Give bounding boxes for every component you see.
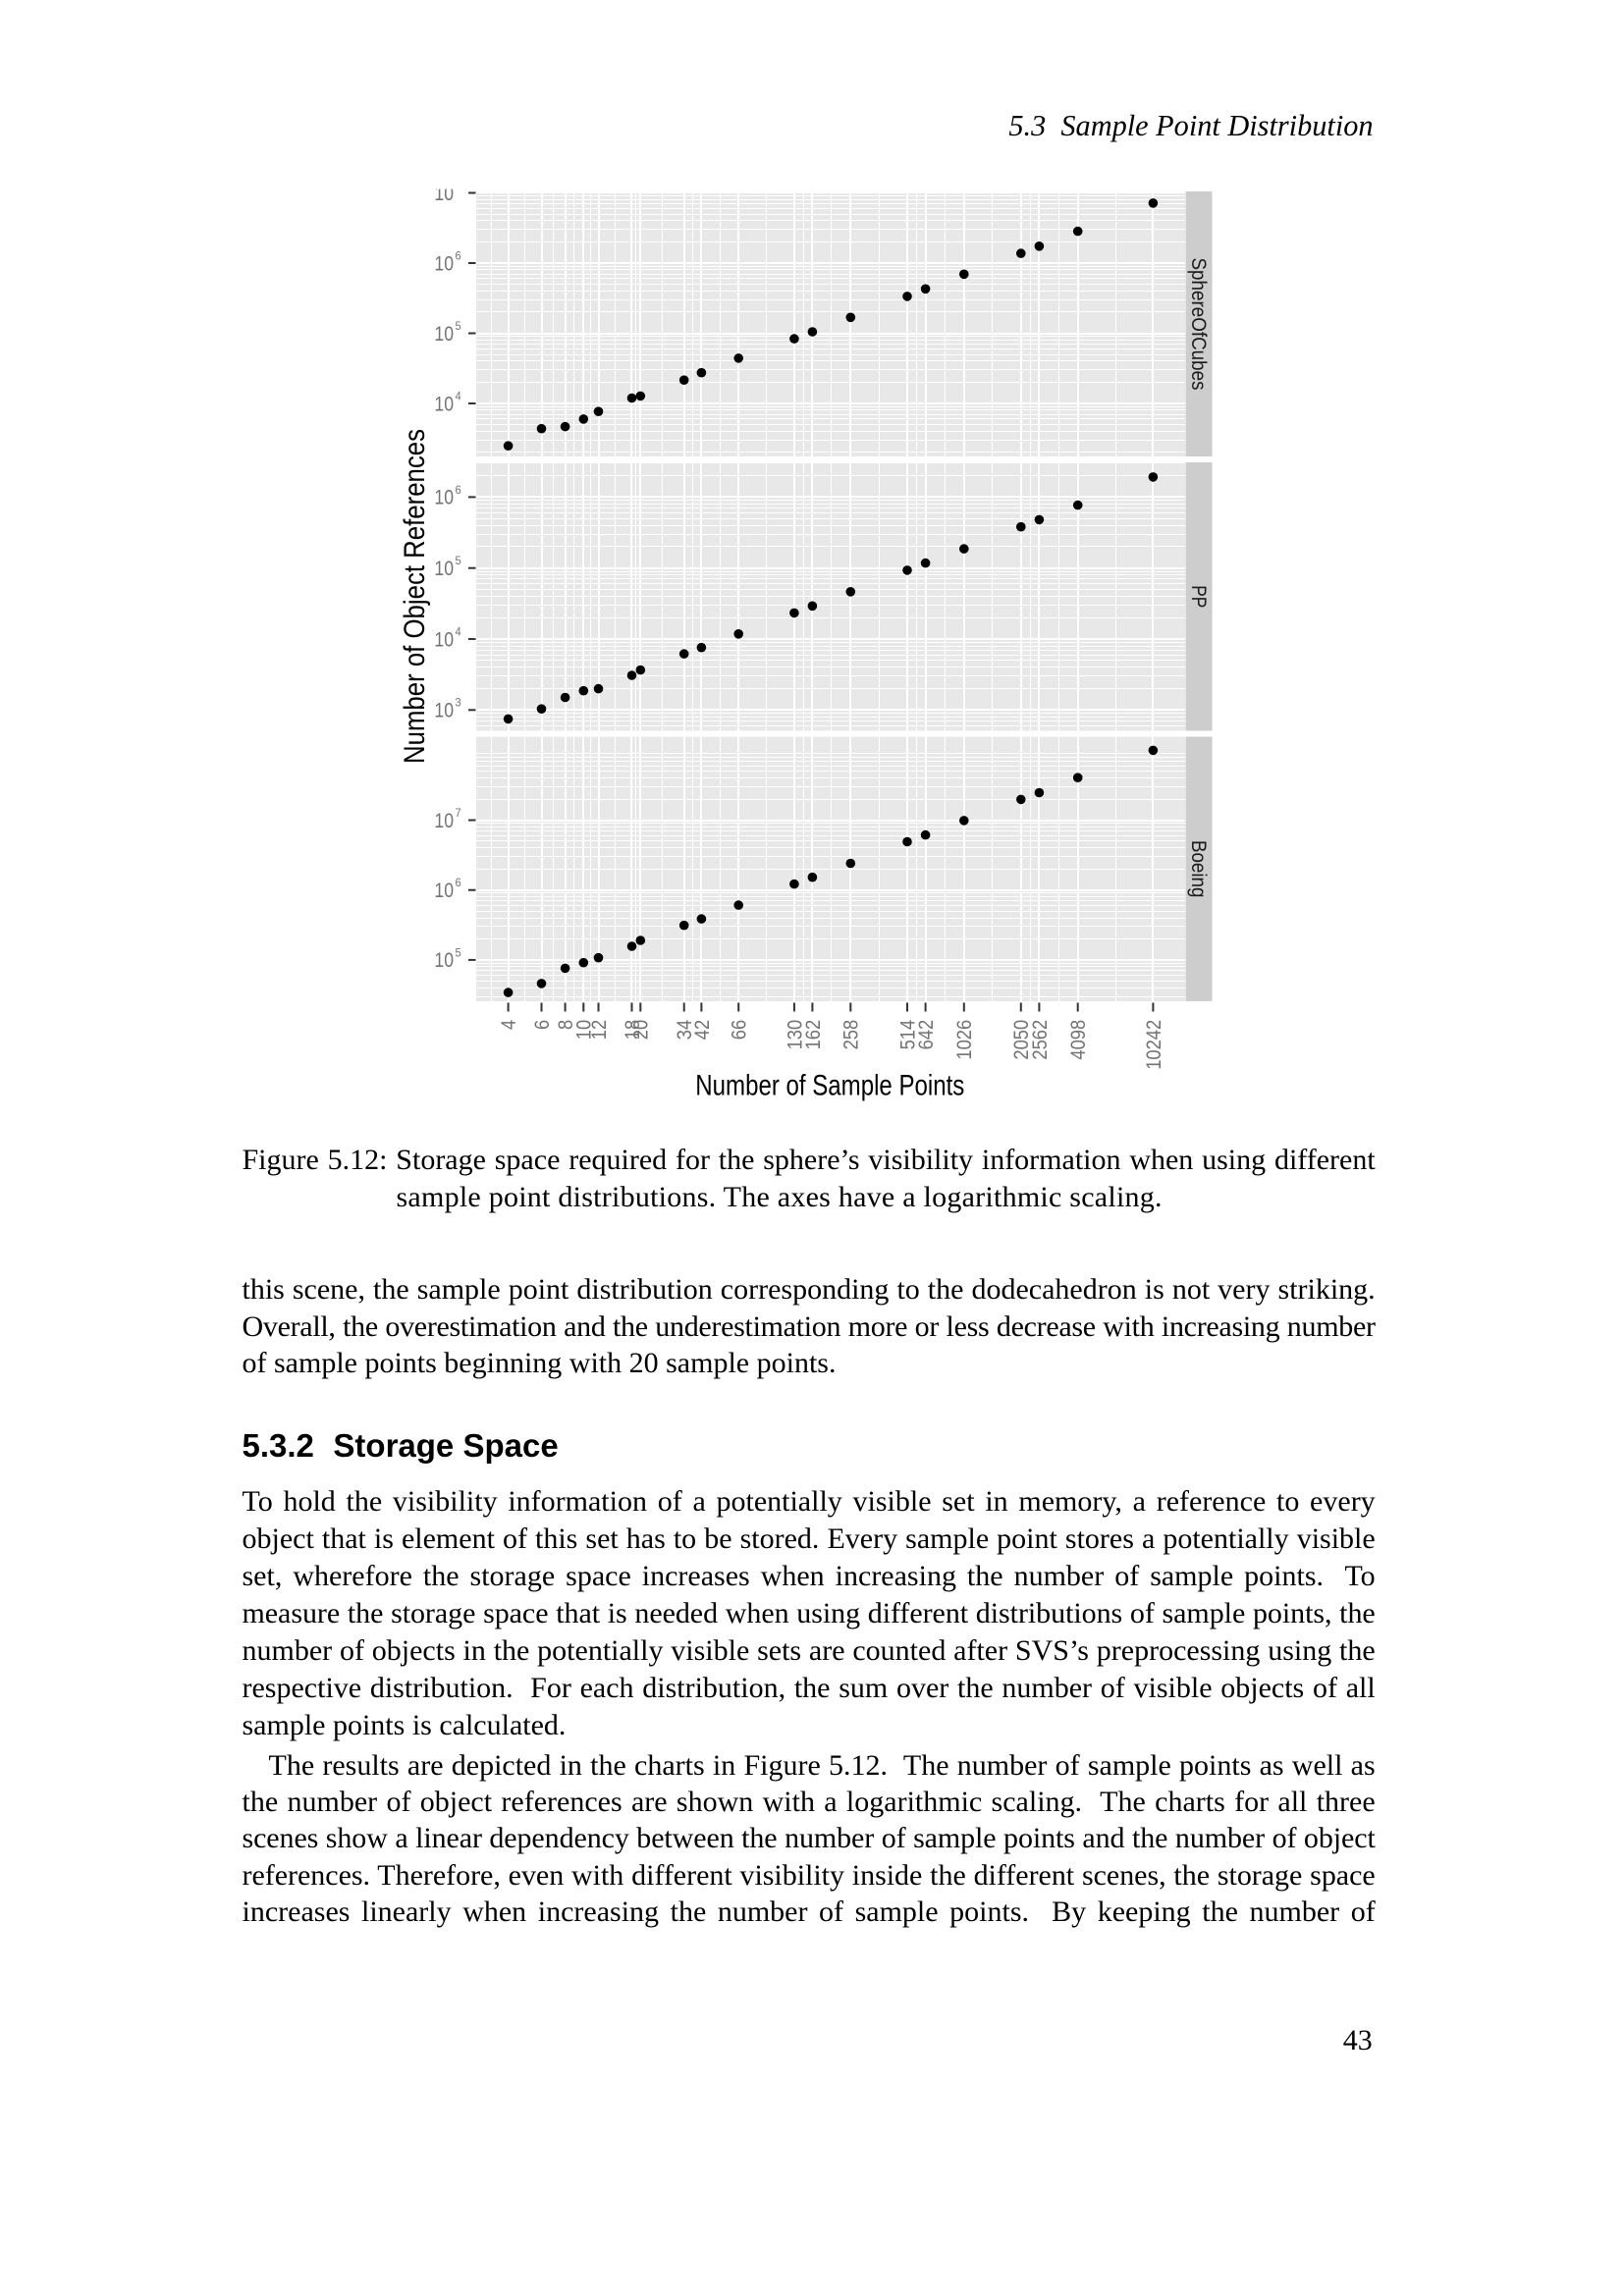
svg-text:Number of Sample Points: Number of Sample Points <box>695 1070 964 1102</box>
svg-text:7: 7 <box>456 808 461 820</box>
svg-text:6: 6 <box>530 1020 554 1030</box>
svg-text:10: 10 <box>434 879 454 902</box>
svg-text:10: 10 <box>434 948 454 972</box>
svg-text:642: 642 <box>914 1020 938 1050</box>
svg-text:66: 66 <box>728 1020 751 1040</box>
svg-text:3: 3 <box>456 698 461 710</box>
svg-text:10: 10 <box>434 809 454 832</box>
svg-text:SphereOfCubes: SphereOfCubes <box>1187 258 1211 391</box>
svg-text:10: 10 <box>434 322 454 346</box>
svg-text:5: 5 <box>456 947 461 959</box>
svg-text:2050: 2050 <box>1009 1020 1033 1060</box>
svg-text:PP: PP <box>1187 585 1211 608</box>
svg-text:514: 514 <box>895 1020 919 1050</box>
svg-text:8: 8 <box>554 1020 577 1030</box>
svg-text:130: 130 <box>783 1020 806 1050</box>
svg-text:12: 12 <box>587 1020 611 1040</box>
svg-text:20: 20 <box>629 1020 653 1040</box>
svg-text:1026: 1026 <box>952 1020 976 1060</box>
svg-text:10: 10 <box>434 392 454 415</box>
svg-text:162: 162 <box>801 1020 825 1050</box>
svg-text:10: 10 <box>572 1020 596 1040</box>
svg-text:42: 42 <box>690 1020 714 1040</box>
svg-text:10: 10 <box>434 627 454 651</box>
svg-text:6: 6 <box>456 250 461 262</box>
svg-text:4: 4 <box>456 391 462 402</box>
svg-text:6: 6 <box>456 485 461 497</box>
svg-text:2562: 2562 <box>1028 1020 1052 1060</box>
svg-text:5: 5 <box>456 321 461 333</box>
svg-text:4: 4 <box>456 626 462 638</box>
svg-text:10242: 10242 <box>1142 1020 1165 1070</box>
svg-text:6: 6 <box>456 878 461 889</box>
svg-text:4: 4 <box>497 1020 520 1030</box>
svg-text:10: 10 <box>434 557 454 580</box>
svg-text:34: 34 <box>673 1020 696 1040</box>
svg-text:18: 18 <box>621 1020 644 1040</box>
svg-text:5: 5 <box>456 556 461 567</box>
svg-text:Boeing: Boeing <box>1187 840 1211 898</box>
svg-text:Number of Object References: Number of Object References <box>399 429 431 764</box>
svg-text:258: 258 <box>839 1020 863 1050</box>
svg-text:10: 10 <box>434 251 454 275</box>
svg-text:10: 10 <box>434 486 454 509</box>
svg-text:4098: 4098 <box>1066 1020 1090 1060</box>
svg-text:10: 10 <box>434 699 454 722</box>
